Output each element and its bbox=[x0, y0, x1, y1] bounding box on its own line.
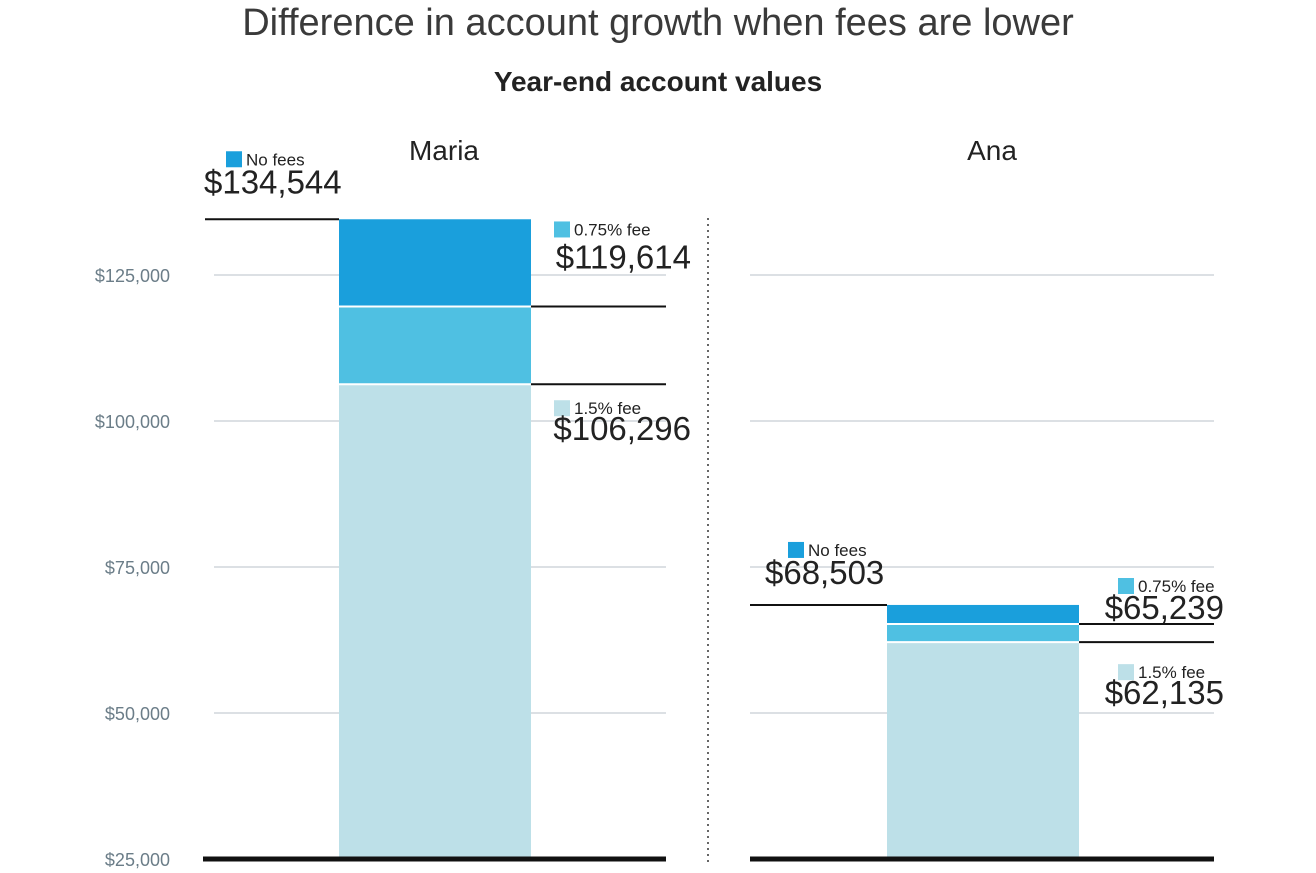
bar-maria-series-2 bbox=[339, 384, 531, 859]
y-tick-label: $125,000 bbox=[95, 266, 170, 286]
chart-title: Difference in account growth when fees a… bbox=[242, 2, 1074, 44]
value-label-ana-2: $62,135 bbox=[1105, 674, 1224, 711]
panel-label-maria: Maria bbox=[409, 135, 479, 166]
y-tick-label: $25,000 bbox=[105, 850, 170, 870]
legend-swatch-ana-1 bbox=[1118, 578, 1134, 595]
value-label-maria-2: $106,296 bbox=[553, 410, 691, 447]
y-tick-label: $100,000 bbox=[95, 412, 170, 432]
bar-ana-series-2 bbox=[887, 642, 1079, 859]
y-tick-label: $75,000 bbox=[105, 558, 170, 578]
panel-label-ana: Ana bbox=[967, 135, 1017, 166]
value-label-maria-0: $134,544 bbox=[204, 163, 342, 200]
chart-subtitle: Year-end account values bbox=[493, 66, 823, 97]
legend-label-maria-0: No fees bbox=[246, 150, 305, 169]
value-label-maria-1: $119,614 bbox=[556, 238, 691, 275]
value-label-ana-1: $65,239 bbox=[1105, 589, 1224, 626]
legend-swatch-maria-1 bbox=[554, 221, 570, 238]
legend-label-maria-1: 0.75% fee bbox=[574, 220, 651, 239]
legend-swatch-maria-0 bbox=[226, 151, 242, 168]
legend-label-maria-2: 1.5% fee bbox=[574, 399, 641, 418]
legend-label-ana-1: 0.75% fee bbox=[1138, 577, 1215, 596]
value-label-ana-0: $68,503 bbox=[765, 554, 884, 591]
legend-swatch-maria-2 bbox=[554, 400, 570, 417]
legend-swatch-ana-0 bbox=[788, 541, 804, 558]
legend-swatch-ana-2 bbox=[1118, 664, 1134, 681]
y-tick-label: $50,000 bbox=[105, 704, 170, 724]
legend-label-ana-2: 1.5% fee bbox=[1138, 663, 1205, 682]
legend-label-ana-0: No fees bbox=[808, 541, 867, 560]
